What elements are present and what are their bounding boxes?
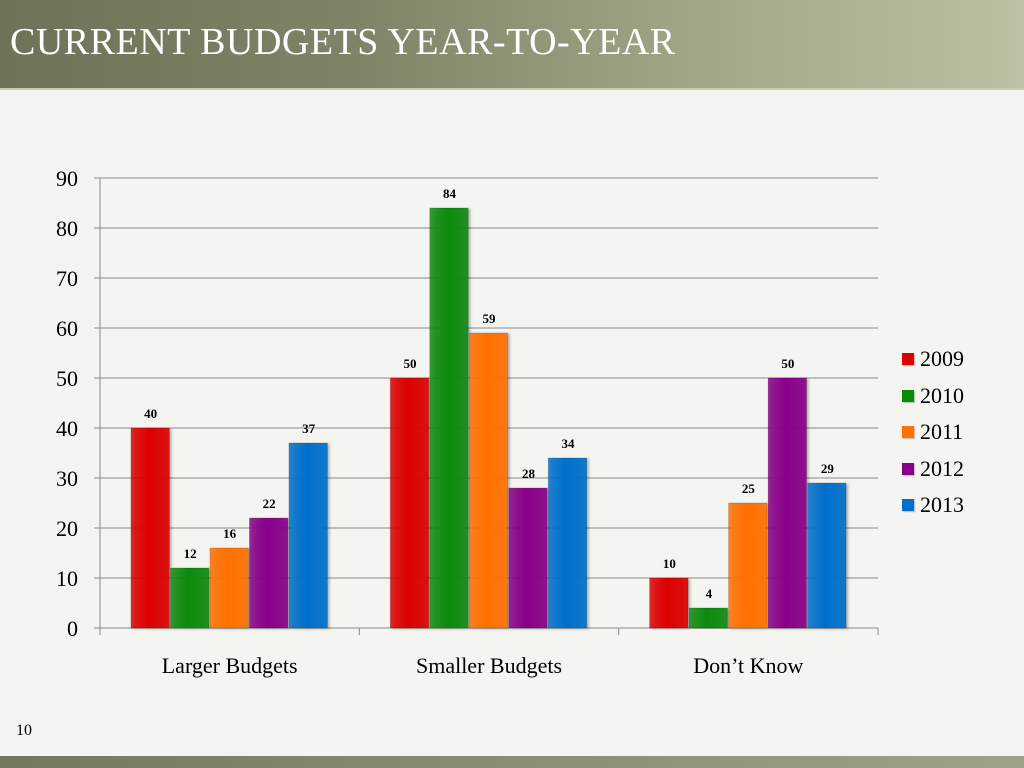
data-label: 50	[781, 356, 794, 371]
data-labels: 40 12 16 22 37 50 84 59 28 34 10 4 25 50 29	[144, 186, 834, 601]
footer-bar	[0, 756, 1024, 768]
bar-2012-2	[767, 377, 807, 629]
legend-label: 2011	[920, 419, 964, 445]
y-tick-label: 50	[56, 366, 78, 391]
y-tick-label: 0	[67, 616, 78, 641]
bar-2009-0	[130, 427, 170, 629]
legend-item-2009: 2009	[902, 341, 964, 378]
data-label: 40	[144, 406, 157, 421]
axes: 0 10 20 30 40 50 60 70 80 90 Larger Budgets Smaller…	[56, 166, 879, 678]
y-tick-label: 40	[56, 416, 78, 441]
chart-legend: 2009 2010 2011 2012 2013	[902, 341, 964, 524]
data-label: 50	[404, 356, 417, 371]
bar-2011-0	[209, 547, 249, 629]
legend-item-2012: 2012	[902, 451, 964, 488]
data-label: 37	[302, 421, 316, 436]
legend-swatch	[902, 499, 914, 512]
category-label: Smaller Budgets	[416, 653, 562, 678]
data-label: 59	[483, 311, 497, 326]
bar-2013-2	[807, 482, 847, 629]
data-label: 84	[443, 186, 457, 201]
legend-swatch	[902, 426, 914, 439]
legend-swatch	[902, 462, 914, 475]
bar-2010-1	[429, 207, 469, 629]
bar-2012-0	[249, 517, 289, 629]
y-tick-label: 10	[56, 566, 78, 591]
bar-2011-1	[468, 332, 509, 629]
y-tick-label: 30	[56, 466, 78, 491]
data-label: 4	[706, 586, 713, 601]
bar-2013-1	[547, 457, 588, 629]
y-tick-label: 90	[56, 166, 78, 191]
category-label: Larger Budgets	[162, 653, 298, 678]
bar-2010-2	[688, 607, 728, 629]
bar-2010-0	[170, 567, 210, 629]
data-label: 25	[742, 481, 756, 496]
bar-2009-2	[649, 577, 689, 629]
legend-swatch	[902, 389, 914, 402]
legend-label: 2009	[920, 346, 964, 372]
data-label: 29	[821, 461, 835, 476]
legend-swatch	[902, 353, 914, 366]
category-label: Don’t Know	[693, 653, 803, 678]
y-tick-label: 20	[56, 516, 78, 541]
legend-label: 2013	[920, 492, 964, 518]
bar-2009-1	[389, 377, 430, 629]
bar-2012-1	[508, 487, 548, 629]
bars	[130, 207, 847, 629]
y-tick-label: 70	[56, 266, 78, 291]
data-label: 34	[562, 436, 576, 451]
page-number: 10	[16, 722, 32, 739]
data-label: 10	[663, 556, 676, 571]
legend-label: 2010	[920, 382, 964, 408]
legend-label: 2012	[920, 455, 964, 481]
slide-title: CURRENT BUDGETS YEAR-TO-YEAR	[10, 21, 676, 63]
title-bar: CURRENT BUDGETS YEAR-TO-YEAR	[0, 0, 1024, 90]
y-tick-label: 80	[56, 216, 78, 241]
data-label: 28	[522, 466, 536, 481]
legend-item-2011: 2011	[902, 414, 964, 451]
data-label: 12	[184, 546, 197, 561]
bar-2013-0	[288, 442, 328, 629]
legend-item-2013: 2013	[902, 487, 964, 524]
bar-2011-2	[728, 502, 768, 629]
data-label: 22	[263, 496, 276, 511]
data-label: 16	[223, 526, 237, 541]
legend-item-2010: 2010	[902, 378, 964, 415]
y-tick-label: 60	[56, 316, 78, 341]
